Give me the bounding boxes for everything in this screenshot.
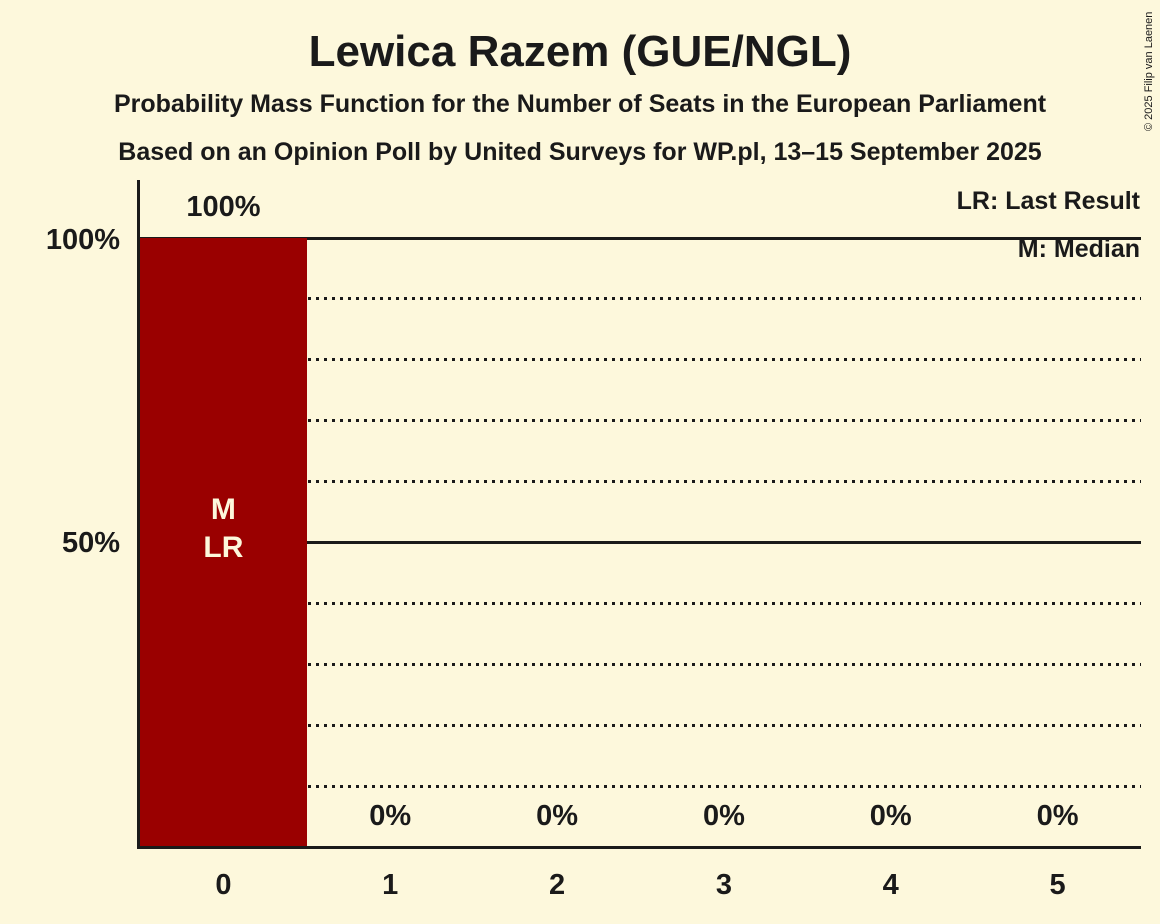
- bar-value-label-3: 0%: [702, 800, 745, 832]
- x-tick-label-3: 3: [715, 869, 732, 901]
- bar-value-label-4: 0%: [869, 800, 912, 832]
- gridline-dotted-70: [140, 419, 1141, 423]
- bar-value-label-5: 0%: [1036, 800, 1079, 832]
- page-title: Lewica Razem (GUE/NGL): [308, 27, 852, 76]
- gridline-dotted-80: [140, 358, 1141, 362]
- gridline-dotted-30: [140, 662, 1141, 666]
- chart-subtitle-function: Probability Mass Function for the Number…: [113, 90, 1047, 118]
- x-tick-label-2: 2: [549, 869, 566, 901]
- gridline-dotted-10: [140, 784, 1141, 788]
- x-tick-label-1: 1: [382, 869, 399, 901]
- bar-0: [140, 238, 307, 847]
- x-axis-line: [137, 845, 1141, 849]
- gridline-solid-50: [140, 541, 1141, 544]
- y-axis-label-100: 100%: [45, 224, 120, 256]
- bar-value-label-2: 0%: [536, 800, 579, 832]
- gridline-dotted-20: [140, 723, 1141, 727]
- x-tick-label-5: 5: [1049, 869, 1066, 901]
- gridline-dotted-90: [140, 297, 1141, 301]
- bar-value-label-1: 0%: [369, 800, 412, 832]
- bar-value-label-0: 100%: [186, 191, 261, 223]
- gridline-dotted-40: [140, 601, 1141, 605]
- y-axis-label-50: 50%: [61, 527, 120, 559]
- gridline-solid-100: [140, 236, 1141, 240]
- copyright-notice: © 2025 Filip van Laenen: [1143, 11, 1155, 131]
- gridline-dotted-60: [140, 480, 1141, 484]
- bar-annotation: M LR: [140, 491, 307, 567]
- legend-median: M: Median: [1017, 235, 1140, 263]
- chart-subtitle-poll-source: Based on an Opinion Poll by United Surve…: [118, 138, 1042, 166]
- y-axis-line: [137, 180, 140, 848]
- legend-last-result: LR: Last Result: [956, 187, 1140, 215]
- median-marker-label: M: [210, 493, 236, 526]
- x-tick-label-0: 0: [215, 869, 232, 901]
- last-result-marker-label: LR: [203, 531, 244, 564]
- x-tick-label-4: 4: [882, 869, 899, 901]
